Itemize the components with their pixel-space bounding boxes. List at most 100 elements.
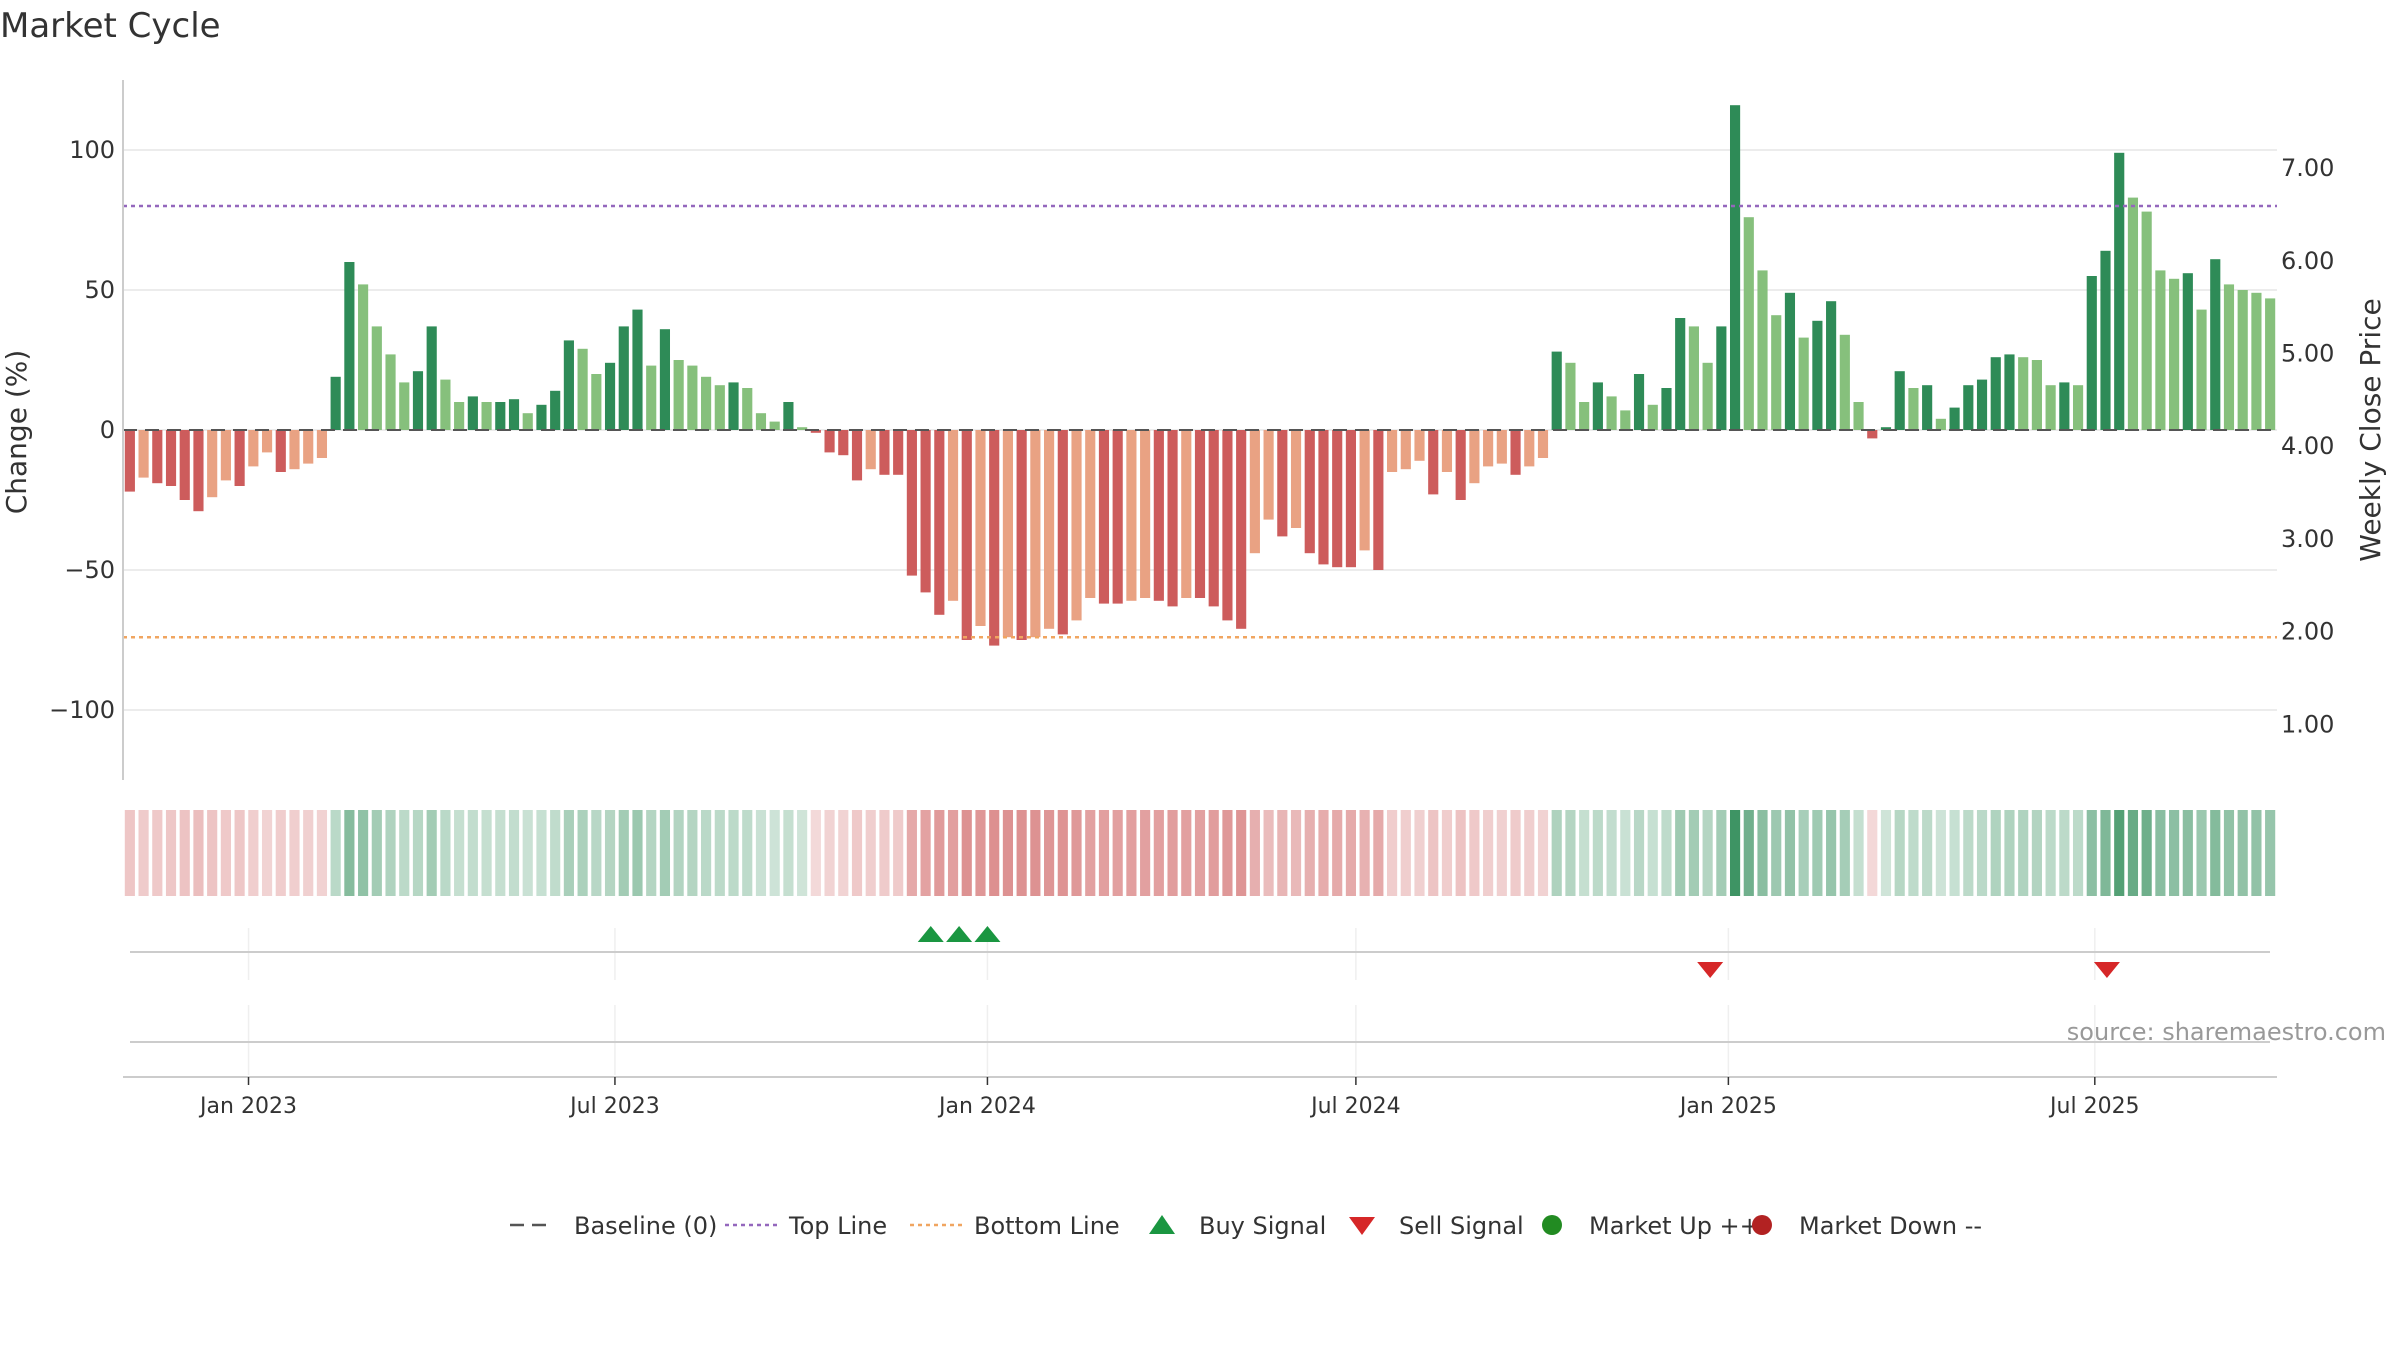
heat-cell — [1085, 810, 1096, 896]
heat-cell — [220, 810, 231, 896]
heat-cell — [755, 810, 767, 896]
legend-label: Bottom Line — [974, 1212, 1120, 1240]
heat-cell — [1647, 810, 1658, 896]
change-bar — [1633, 374, 1645, 430]
heat-cell — [961, 810, 972, 896]
heat-cell — [2141, 810, 2152, 896]
legend-label: Market Up ++ — [1589, 1212, 1760, 1240]
change-bar — [2210, 259, 2221, 430]
change-bar — [1620, 410, 1631, 430]
change-bar — [687, 365, 698, 430]
heat-cell — [1263, 810, 1274, 896]
heat-cell — [1963, 810, 1974, 896]
change-bar — [1729, 105, 1741, 430]
heat-cell — [577, 810, 588, 896]
heat-cell — [1784, 810, 1796, 896]
heat-cell — [440, 810, 451, 896]
change-bar — [2141, 211, 2152, 430]
change-bar — [1140, 430, 1151, 598]
y-tick-label: −50 — [64, 556, 115, 584]
heat-cell — [179, 810, 190, 896]
y-tick-label: 0 — [100, 416, 115, 444]
heat-cell — [673, 810, 684, 896]
change-bar — [344, 262, 355, 430]
heat-cell — [1688, 810, 1699, 896]
legend-item: Market Down -- — [1752, 1212, 1982, 1240]
change-bar — [303, 430, 314, 464]
y2-tick-label: 7.00 — [2281, 154, 2334, 182]
change-bar — [1894, 371, 1905, 430]
heat-cell — [234, 810, 245, 896]
change-bar — [865, 430, 876, 470]
legend-item: Baseline (0) — [510, 1212, 717, 1240]
change-bar — [193, 430, 204, 512]
change-bar — [1949, 407, 1960, 430]
y2-axis-label: Weekly Close Price — [2354, 298, 2387, 561]
heat-cell — [152, 810, 163, 896]
heat-cell — [1702, 810, 1713, 896]
change-bar — [1304, 430, 1315, 554]
heat-cell — [2237, 810, 2248, 896]
legend-item: Sell Signal — [1349, 1212, 1524, 1240]
change-bar — [920, 430, 931, 593]
change-bar — [618, 326, 629, 430]
change-bar — [1839, 334, 1850, 430]
heat-cell — [1290, 810, 1302, 896]
y-tick-label: −100 — [49, 696, 115, 724]
heat-cell — [289, 810, 300, 896]
heat-cell — [893, 810, 904, 896]
legend-item: Bottom Line — [910, 1212, 1120, 1240]
heat-cell — [1345, 810, 1356, 896]
change-bar — [426, 326, 437, 430]
heat-cell — [1249, 810, 1260, 896]
change-bar — [481, 402, 492, 430]
heat-cell — [618, 810, 629, 896]
heat-cell — [2004, 810, 2015, 896]
change-bar — [1688, 326, 1699, 430]
heat-cell — [1140, 810, 1151, 896]
heat-cell — [1661, 810, 1672, 896]
heat-cell — [1400, 810, 1411, 896]
heat-cell — [989, 810, 1000, 896]
change-bar — [1592, 382, 1603, 430]
y2-tick-label: 6.00 — [2281, 247, 2334, 275]
heat-cell — [865, 810, 876, 896]
heat-cell — [1359, 810, 1370, 896]
heat-cell — [536, 810, 547, 896]
change-bar — [1263, 430, 1274, 520]
heat-cell — [1318, 810, 1329, 896]
heat-cell — [1181, 810, 1192, 896]
heat-cell — [248, 810, 259, 896]
legend: Baseline (0) Top Line Bottom Line Buy Signa… — [510, 1212, 1982, 1240]
change-bar — [2114, 152, 2125, 431]
x-tick-label: Jan 2025 — [1678, 1094, 1777, 1119]
change-bar — [2196, 309, 2207, 430]
heat-cell — [1222, 810, 1233, 896]
change-bar — [1167, 430, 1178, 607]
heat-cell — [2059, 810, 2070, 896]
change-bar — [906, 430, 917, 576]
heat-cell — [193, 810, 204, 896]
chart-title: Market Cycle — [0, 6, 221, 46]
change-bar — [234, 430, 245, 486]
heat-cell — [2018, 810, 2029, 896]
heat-cell — [1908, 810, 1919, 896]
change-bar — [1812, 320, 1823, 430]
heat-cell — [1524, 810, 1535, 896]
heat-cell — [632, 810, 643, 896]
change-bar — [385, 354, 396, 430]
sell-signal-marker — [2093, 962, 2120, 978]
heat-cell — [1057, 810, 1068, 896]
change-bar — [961, 430, 972, 640]
change-bar — [289, 430, 300, 470]
heat-cell — [138, 810, 149, 896]
legend-label: Sell Signal — [1399, 1212, 1524, 1240]
heat-cell — [1592, 810, 1603, 896]
heat-cell — [1167, 810, 1178, 896]
legend-item: Buy Signal — [1149, 1212, 1326, 1240]
heat-cell — [2031, 810, 2042, 896]
heat-cell — [947, 810, 959, 896]
change-bar — [1057, 430, 1068, 635]
change-bar — [1208, 430, 1219, 607]
heat-cell — [467, 810, 478, 896]
